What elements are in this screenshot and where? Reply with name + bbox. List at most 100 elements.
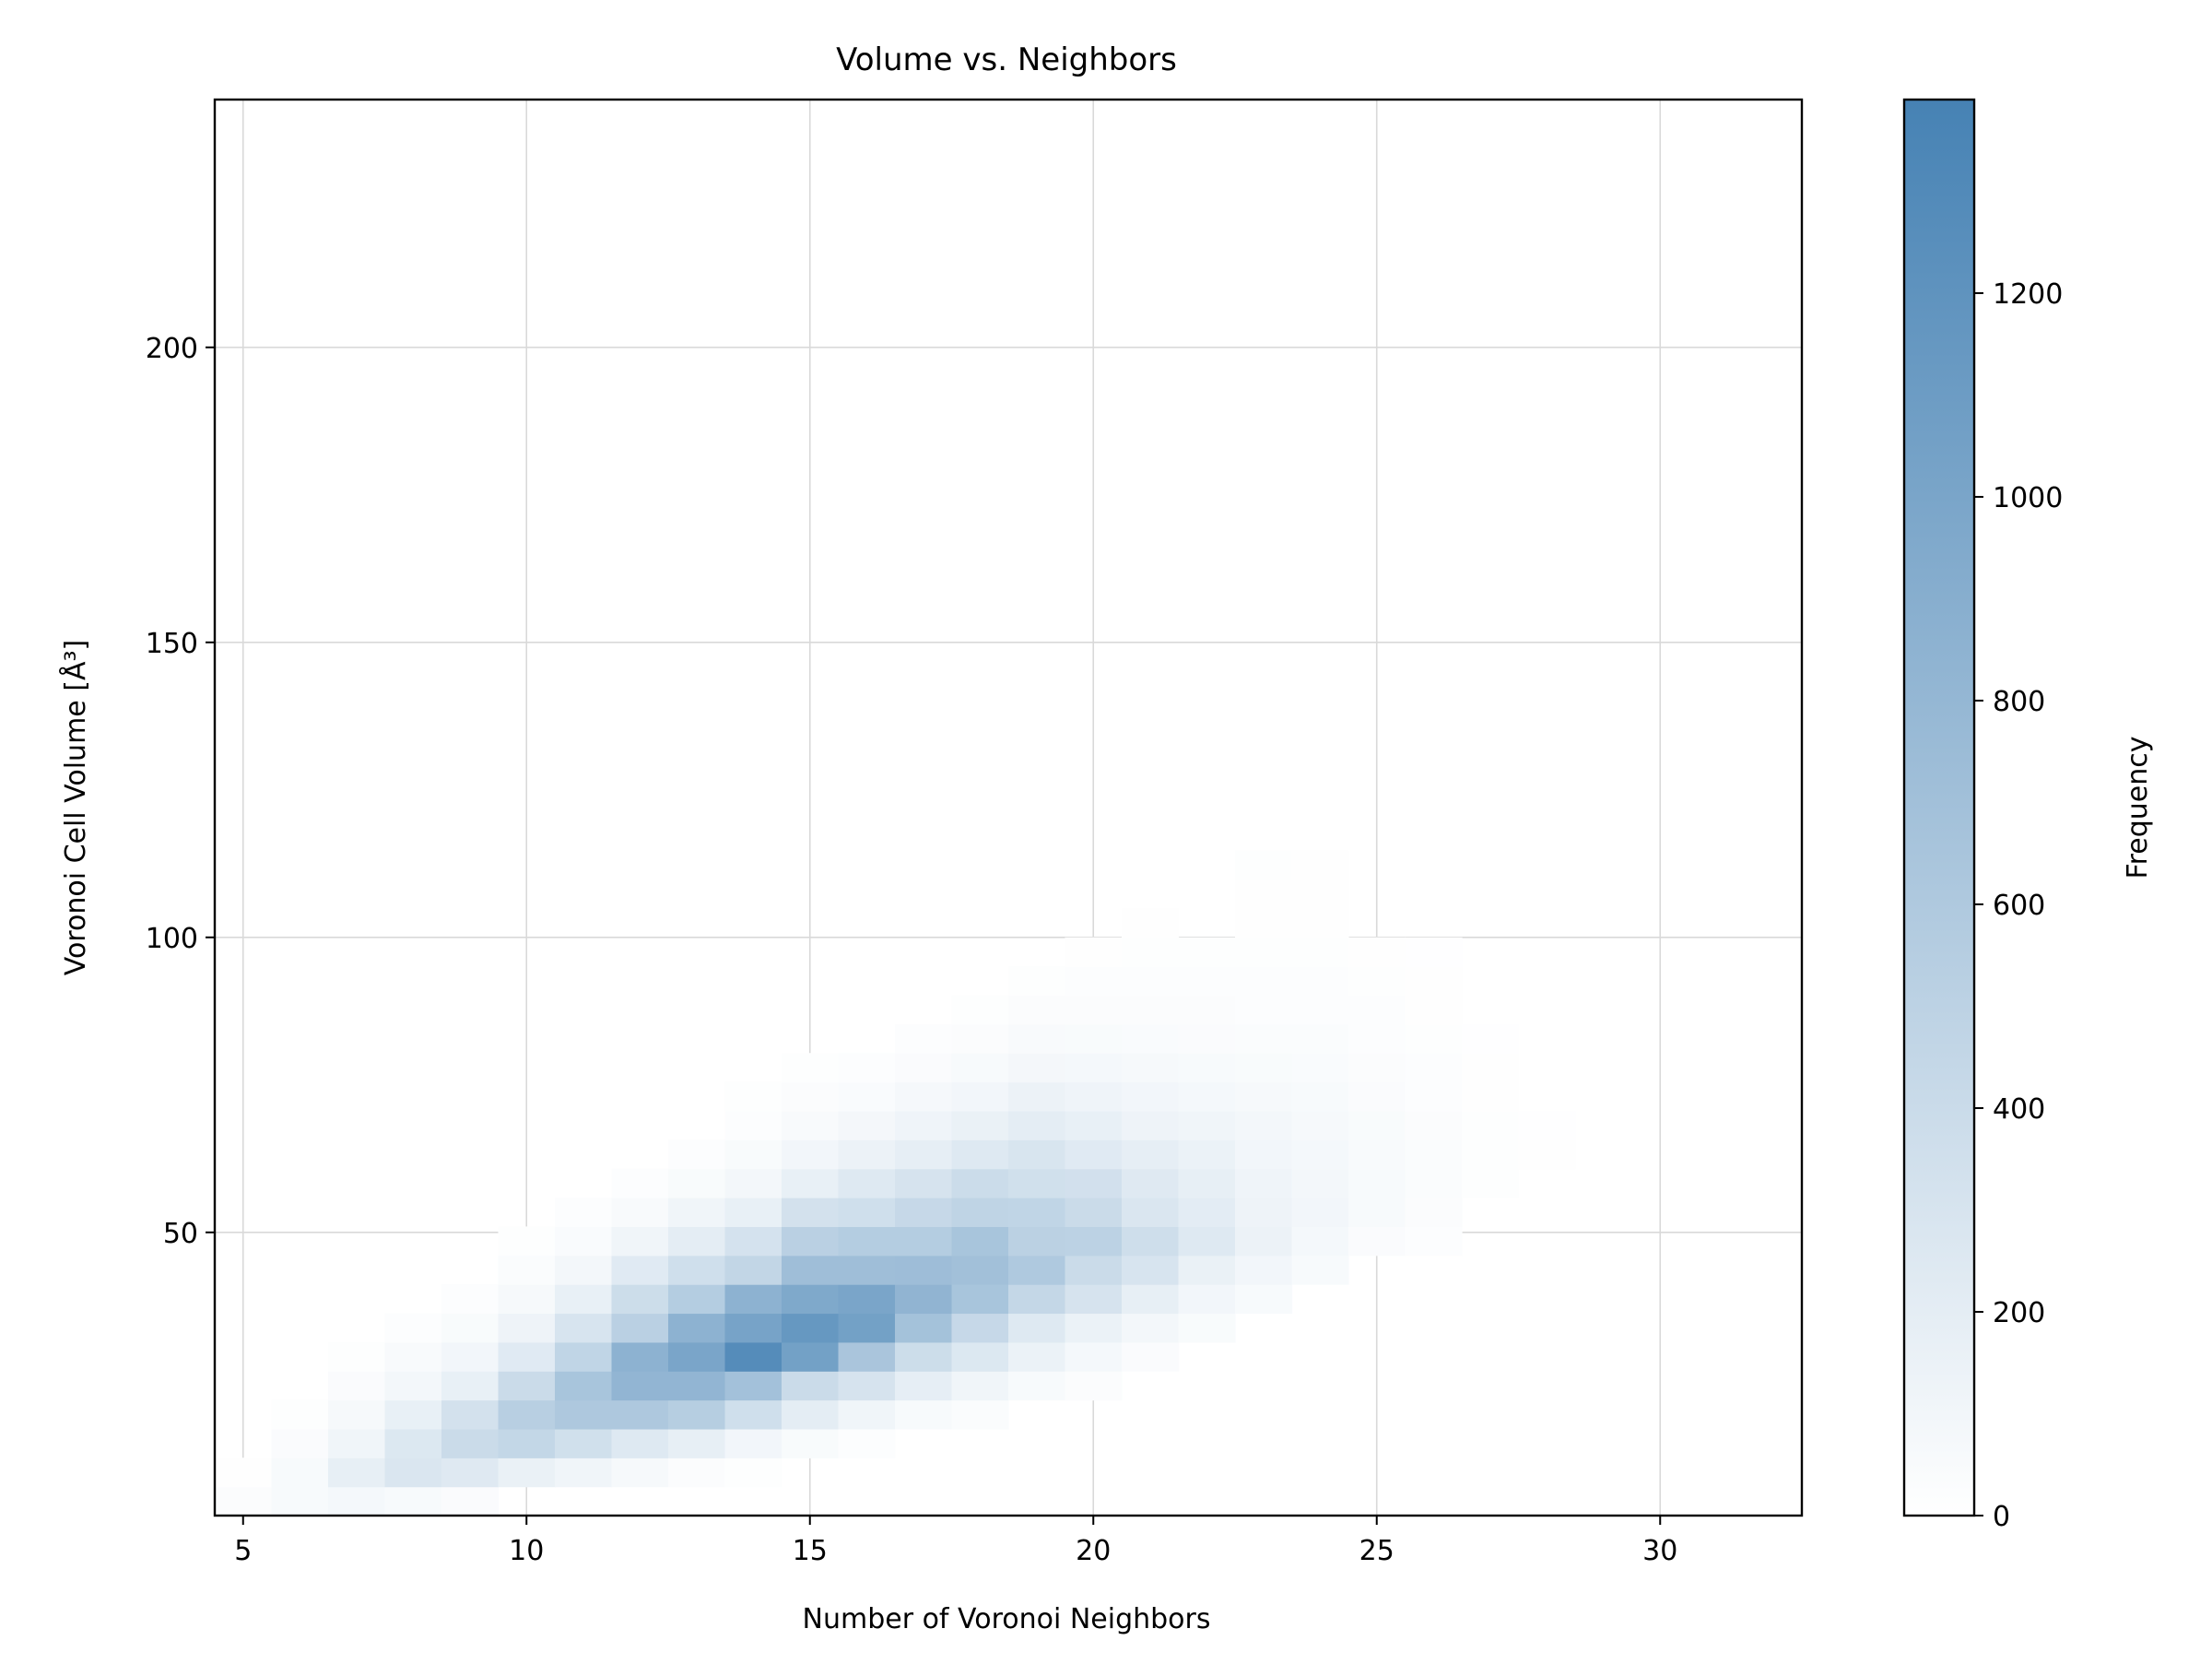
heatmap-cell [1178, 1053, 1236, 1083]
heatmap-cell [1235, 850, 1293, 880]
heatmap-cell [271, 1399, 329, 1430]
heatmap-cell [1122, 995, 1180, 1025]
heatmap-cell [1008, 966, 1066, 997]
heatmap-cell [611, 1371, 669, 1401]
heatmap-cell [1008, 1139, 1066, 1170]
heatmap-cell [782, 1110, 840, 1140]
heatmap-cell [611, 1284, 669, 1315]
heatmap-cell [782, 1053, 840, 1083]
heatmap-cell [1122, 1110, 1180, 1140]
heatmap-cell [1178, 1110, 1236, 1140]
heatmap-cell [328, 1371, 386, 1401]
heatmap-cell [1291, 1081, 1349, 1112]
y-tick-label: 50 [163, 1218, 198, 1250]
heatmap-cell [384, 1399, 442, 1430]
heatmap-cell [1065, 1371, 1123, 1401]
heatmap-cell [1008, 1313, 1066, 1343]
heatmap-cell [1348, 1139, 1406, 1170]
heatmap-cell [838, 1399, 896, 1430]
heatmap-cell [555, 1371, 613, 1401]
heatmap-cell [895, 1023, 953, 1054]
colorbar-tick-label: 1000 [1993, 482, 2063, 514]
heatmap-cell [555, 1313, 613, 1343]
heatmap-cell [611, 1457, 669, 1488]
heatmap-cell [271, 1457, 329, 1488]
heatmap-cell [1065, 1023, 1123, 1054]
heatmap-cell [384, 1341, 442, 1372]
heatmap-cell [1348, 1053, 1406, 1083]
heatmap-cell [1405, 1168, 1463, 1198]
heatmap-cell [271, 1428, 329, 1458]
heatmap-cell [895, 1053, 953, 1083]
heatmap-cell [1348, 1226, 1406, 1257]
heatmap-cell [1235, 966, 1293, 997]
heatmap-cell [555, 1255, 613, 1285]
heatmap-cell [1348, 1168, 1406, 1198]
heatmap-cell [1405, 1139, 1463, 1170]
heatmap-cell [895, 1255, 953, 1285]
heatmap-cell [1291, 1110, 1349, 1140]
heatmap-cell [1235, 995, 1293, 1025]
heatmap-cell [724, 1139, 782, 1170]
colorbar-tick-label: 0 [1993, 1501, 2010, 1533]
heatmap-cell [1122, 1053, 1180, 1083]
heatmap-cell [724, 1313, 782, 1343]
heatmap-cell [951, 1284, 1009, 1315]
heatmap-cell [1065, 1110, 1123, 1140]
heatmap-cell [895, 1284, 953, 1315]
heatmap-cell [668, 1255, 726, 1285]
heatmap-cell [1291, 1053, 1349, 1083]
heatmap-cell [782, 1226, 840, 1257]
heatmap-cell [951, 1198, 1009, 1227]
heatmap-cell [1348, 966, 1406, 997]
heatmap-cell [1178, 995, 1236, 1025]
heatmap-cell [1405, 1081, 1463, 1112]
heatmap-cell [782, 1198, 840, 1227]
heatmap-cell [668, 1428, 726, 1458]
heatmap-cell [498, 1313, 556, 1343]
heatmap-cell [328, 1428, 386, 1458]
y-tick-label: 150 [146, 628, 198, 660]
heatmap-cell [498, 1399, 556, 1430]
plot-frame [213, 98, 1804, 1517]
heatmap-cell [724, 1226, 782, 1257]
heatmap-cell [895, 1168, 953, 1198]
heatmap-cell [1348, 1110, 1406, 1140]
heatmap-cell [1291, 1139, 1349, 1170]
heatmap-cell [441, 1313, 500, 1343]
colorbar-tick-label: 800 [1993, 686, 2045, 718]
heatmap-cell [384, 1313, 442, 1343]
heatmap-cell [1178, 1313, 1236, 1343]
heatmap-cell [724, 1457, 782, 1488]
x-tick-label: 25 [1359, 1535, 1394, 1567]
heatmap-cell [1235, 1023, 1293, 1054]
heatmap-cell [1178, 1198, 1236, 1227]
heatmap-cell [1065, 1139, 1123, 1170]
heatmap-cell [1235, 1139, 1293, 1170]
colorbar-tick-label: 200 [1993, 1297, 2045, 1329]
heatmap-cell [951, 1371, 1009, 1401]
heatmap-cell [1065, 1284, 1123, 1315]
heatmap-cell [951, 1255, 1009, 1285]
heatmap-cell [555, 1457, 613, 1488]
heatmap-cell [1008, 1168, 1066, 1198]
heatmap-cell [1065, 1313, 1123, 1343]
heatmap-cell [724, 1341, 782, 1372]
heatmap-cell [1008, 1053, 1066, 1083]
heatmap-cell [215, 1486, 273, 1516]
heatmap-cell [611, 1226, 669, 1257]
heatmap-cell [555, 1428, 613, 1458]
heatmap-cell [838, 1341, 896, 1372]
heatmap-cell [838, 1168, 896, 1198]
heatmap-cell [668, 1198, 726, 1227]
heatmap-cell [328, 1486, 386, 1516]
heatmap-cell [1122, 1198, 1180, 1227]
heatmap-cell [1348, 1081, 1406, 1112]
heatmap-cell [441, 1284, 500, 1315]
heatmap-cell [611, 1198, 669, 1227]
heatmap-cell [555, 1341, 613, 1372]
heatmap-cell [668, 1457, 726, 1488]
heatmap-cell [724, 1081, 782, 1112]
